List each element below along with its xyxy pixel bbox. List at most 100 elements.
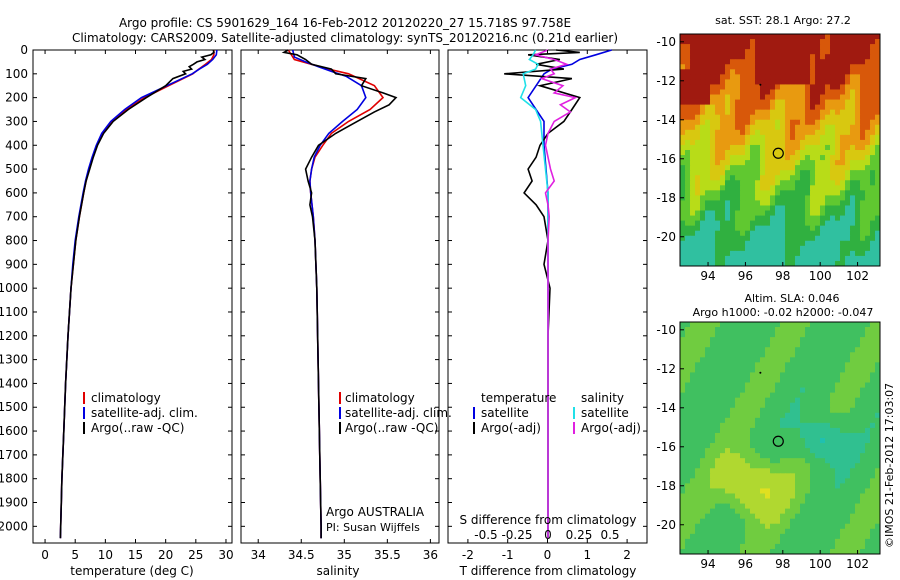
- map-cell: [800, 488, 806, 494]
- map-cell: [795, 34, 801, 40]
- map-cell: [855, 498, 861, 504]
- map-cell: [710, 468, 716, 474]
- map-cell: [860, 367, 866, 373]
- map-cell: [840, 543, 846, 550]
- map-cell: [805, 463, 811, 469]
- map-cell: [830, 337, 836, 343]
- map-cell: [745, 362, 751, 368]
- map-cell: [770, 453, 776, 459]
- map-cell: [705, 124, 711, 131]
- legend-label-temp-argo: Argo(-adj): [481, 421, 541, 435]
- map-cell: [825, 337, 831, 343]
- map-cell: [730, 144, 736, 151]
- map-cell: [865, 463, 871, 469]
- map-cell: [725, 250, 731, 257]
- map-cell: [850, 139, 856, 146]
- map-cell: [715, 205, 721, 211]
- map-cell: [765, 225, 771, 232]
- map-cell: [690, 382, 696, 388]
- map-cell: [825, 392, 831, 399]
- map-cell: [830, 74, 836, 80]
- map-cell: [860, 468, 866, 474]
- map-cell: [710, 382, 716, 388]
- map-cell: [695, 377, 701, 383]
- map-cell: [700, 392, 706, 399]
- map-cell: [875, 533, 881, 540]
- map-cell: [790, 165, 796, 171]
- map-cell: [725, 518, 731, 525]
- map-cell: [805, 210, 811, 216]
- map-cell: [795, 503, 801, 510]
- map-cell: [770, 170, 776, 176]
- map-x-tick-label: 98: [775, 269, 790, 283]
- map-cell: [755, 387, 761, 394]
- map-cell: [715, 538, 721, 545]
- map-cell: [735, 448, 741, 454]
- map-cell: [735, 220, 741, 227]
- map-cell: [840, 498, 846, 504]
- map-cell: [685, 332, 691, 338]
- map-cell: [810, 347, 816, 353]
- map-cell: [735, 397, 741, 404]
- map-cell: [735, 392, 741, 399]
- map-cell: [735, 94, 741, 100]
- map-cell: [835, 533, 841, 540]
- map-cell: [715, 473, 721, 479]
- map-cell: [835, 397, 841, 404]
- map-cell: [805, 160, 811, 166]
- map-cell: [830, 463, 836, 469]
- map-cell: [830, 372, 836, 378]
- map-cell: [850, 402, 856, 409]
- map-cell: [685, 548, 691, 555]
- map-cell: [850, 377, 856, 383]
- map-cell: [695, 382, 701, 388]
- map-cell: [685, 235, 691, 242]
- map-cell: [830, 453, 836, 459]
- map-cell: [815, 250, 821, 257]
- map-cell: [725, 144, 731, 151]
- map-cell: [825, 448, 831, 454]
- map-cell: [740, 200, 746, 206]
- map-cell: [790, 205, 796, 211]
- map-cell: [805, 34, 811, 40]
- map-cell: [755, 508, 761, 515]
- x-tick-label-top: -0.25: [501, 528, 532, 542]
- map-cell: [810, 498, 816, 504]
- map-cell: [780, 185, 786, 191]
- map-cell: [755, 337, 761, 343]
- map-cell: [680, 463, 686, 469]
- map-cell: [785, 34, 791, 40]
- map-cell: [685, 250, 691, 257]
- map-cell: [795, 84, 801, 90]
- map-cell: [850, 34, 856, 40]
- map-cell: [680, 124, 686, 131]
- map-cell: [835, 255, 841, 262]
- map-cell: [835, 69, 841, 75]
- map-cell: [755, 84, 761, 90]
- map-cell: [715, 402, 721, 409]
- map-cell: [685, 144, 691, 151]
- map-cell: [715, 220, 721, 227]
- map-cell: [845, 54, 851, 60]
- map-cell: [875, 160, 881, 166]
- map-cell: [740, 210, 746, 216]
- map-cell: [750, 473, 756, 479]
- map-cell: [810, 468, 816, 474]
- map-cell: [780, 230, 786, 237]
- map-cell: [725, 493, 731, 499]
- map-cell: [780, 458, 786, 464]
- map-cell: [735, 387, 741, 394]
- map-cell: [755, 448, 761, 454]
- map-cell: [770, 114, 776, 121]
- x-tick-label: 34.5: [288, 548, 315, 562]
- map-cell: [785, 438, 791, 444]
- map-cell: [750, 104, 756, 111]
- map-cell: [800, 200, 806, 206]
- map-cell: [775, 215, 781, 222]
- map-cell: [735, 352, 741, 358]
- map-cell: [715, 468, 721, 474]
- map-cell: [755, 483, 761, 489]
- map-cell: [800, 225, 806, 232]
- map-cell: [705, 427, 711, 434]
- map-cell: [875, 377, 881, 383]
